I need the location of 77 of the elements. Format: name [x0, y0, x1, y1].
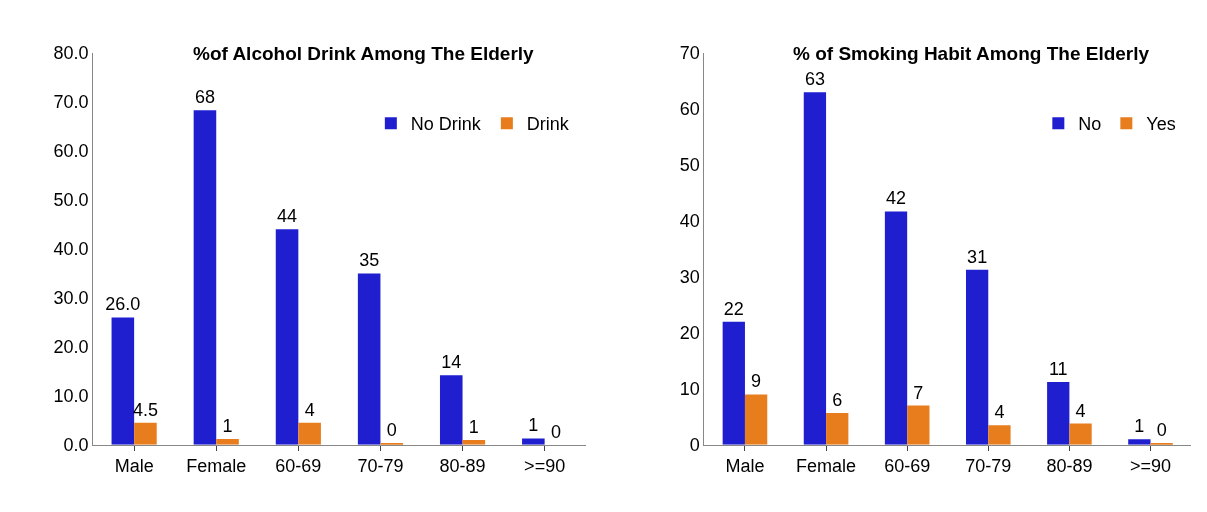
data-label: 22 — [723, 298, 744, 319]
data-label: 68 — [194, 87, 215, 108]
legend-label: No — [1078, 114, 1102, 135]
x-tick-label: 70-79 — [357, 456, 404, 477]
bar — [722, 321, 745, 445]
bar — [439, 375, 463, 445]
data-label: 11 — [1048, 359, 1068, 380]
legend-label: No Drink — [410, 114, 482, 135]
bar — [111, 317, 135, 445]
bar — [1128, 439, 1151, 445]
y-tick-label: 20.0 — [53, 337, 89, 358]
bar — [275, 229, 299, 445]
bar — [1069, 423, 1092, 445]
y-tick-label: 40 — [679, 211, 700, 232]
y-tick-label: 30.0 — [53, 288, 89, 309]
y-tick-label: 50.0 — [53, 190, 89, 211]
y-tick-label: 30 — [679, 267, 700, 288]
bar — [522, 438, 545, 445]
y-tick-label: 40.0 — [53, 239, 89, 260]
y-tick-label: 0 — [689, 435, 700, 456]
bar — [907, 405, 930, 445]
data-label: 42 — [886, 188, 907, 209]
data-label: 6 — [832, 389, 843, 410]
bar — [803, 92, 827, 445]
bar — [357, 273, 381, 445]
data-label: 1 — [222, 415, 233, 436]
x-tick-label: >=90 — [1129, 456, 1172, 477]
bar — [298, 422, 321, 445]
x-tick-label: >=90 — [524, 456, 566, 477]
data-label: 4 — [1075, 400, 1086, 421]
data-label: 35 — [359, 250, 380, 271]
y-tick-label: 20 — [679, 323, 700, 344]
data-label: 31 — [967, 246, 988, 267]
data-label: 44 — [277, 206, 298, 227]
data-label: 1 — [1134, 416, 1145, 437]
x-tick-label: Female — [186, 456, 247, 477]
bar — [826, 412, 849, 445]
data-label: 4 — [994, 402, 1005, 423]
data-label: 1 — [528, 415, 539, 436]
chart-title: % of Smoking Habit Among The Elderly — [793, 43, 1150, 64]
y-tick-label: 10.0 — [53, 386, 89, 407]
bar — [744, 394, 768, 445]
legend-label: Yes — [1146, 114, 1176, 135]
y-tick-label: 70 — [679, 43, 700, 64]
data-label: 0 — [550, 421, 561, 442]
chart-title: %of Alcohol Drink Among The Elderly — [193, 43, 535, 64]
bar — [884, 211, 908, 445]
data-label: 26.0 — [105, 294, 141, 315]
data-label: 63 — [804, 69, 825, 90]
bar — [193, 110, 217, 445]
x-tick-label: 80-89 — [439, 456, 486, 477]
x-tick-label: 70-79 — [965, 456, 1012, 477]
y-tick-label: 60.0 — [53, 141, 89, 162]
y-tick-label: 70.0 — [53, 92, 89, 113]
y-tick-label: 80.0 — [53, 43, 89, 64]
data-label: 0 — [1156, 420, 1167, 441]
data-label: 9 — [751, 371, 762, 392]
x-tick-label: Male — [725, 456, 765, 477]
y-tick-label: 0.0 — [63, 435, 89, 456]
legend-label: Drink — [526, 114, 570, 135]
y-tick-label: 50 — [679, 155, 700, 176]
x-tick-label: 60-69 — [884, 456, 931, 477]
x-tick-label: Male — [114, 456, 154, 477]
bar — [134, 422, 157, 445]
data-label: 7 — [913, 382, 924, 403]
x-tick-label: 60-69 — [275, 456, 322, 477]
y-tick-label: 10 — [679, 379, 700, 400]
data-label: 1 — [468, 416, 479, 437]
bar — [988, 425, 1011, 445]
bar — [965, 269, 989, 445]
data-label: 0 — [386, 420, 397, 441]
x-tick-label: 80-89 — [1046, 456, 1093, 477]
bar — [1047, 382, 1070, 445]
x-tick-label: Female — [796, 456, 857, 477]
y-tick-label: 60 — [679, 99, 700, 120]
data-label: 4 — [304, 399, 315, 420]
data-label: 14 — [441, 352, 462, 373]
